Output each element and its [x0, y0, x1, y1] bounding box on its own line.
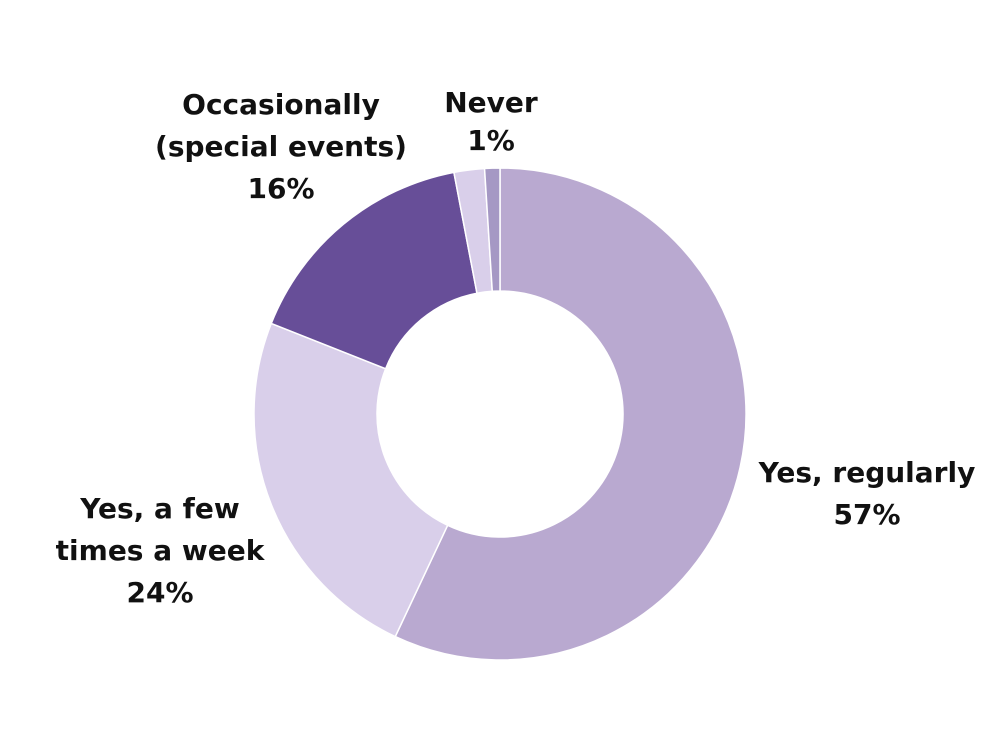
slice-label-yes-few-times: Yes, a few times a week 24%	[40, 488, 280, 614]
slice-label-text: Never	[444, 86, 538, 119]
slice-label-never: Never 1%	[431, 84, 551, 160]
slice-label-yes-regularly: Yes, regularly 57%	[752, 452, 982, 536]
slice-label-text: Yes, regularly	[758, 456, 976, 489]
donut-slice-1	[253, 322, 449, 638]
slice-label-text: times a week	[55, 534, 265, 567]
slice-label-text: Yes, a few	[80, 492, 240, 525]
slice-label-text: (special events)	[155, 130, 407, 163]
donut-slice-2	[270, 171, 478, 370]
slice-label-text: Occasionally	[182, 88, 380, 121]
slice-value-label: 24%	[126, 576, 194, 609]
slice-label-occasionally: Occasionally (special events) 16%	[140, 84, 422, 210]
slice-value-label: 16%	[247, 172, 315, 205]
slice-value-label: 57%	[833, 498, 901, 531]
slice-value-label: 1%	[467, 124, 515, 157]
donut-slice-0	[394, 167, 747, 661]
donut-slice-4	[483, 167, 501, 293]
